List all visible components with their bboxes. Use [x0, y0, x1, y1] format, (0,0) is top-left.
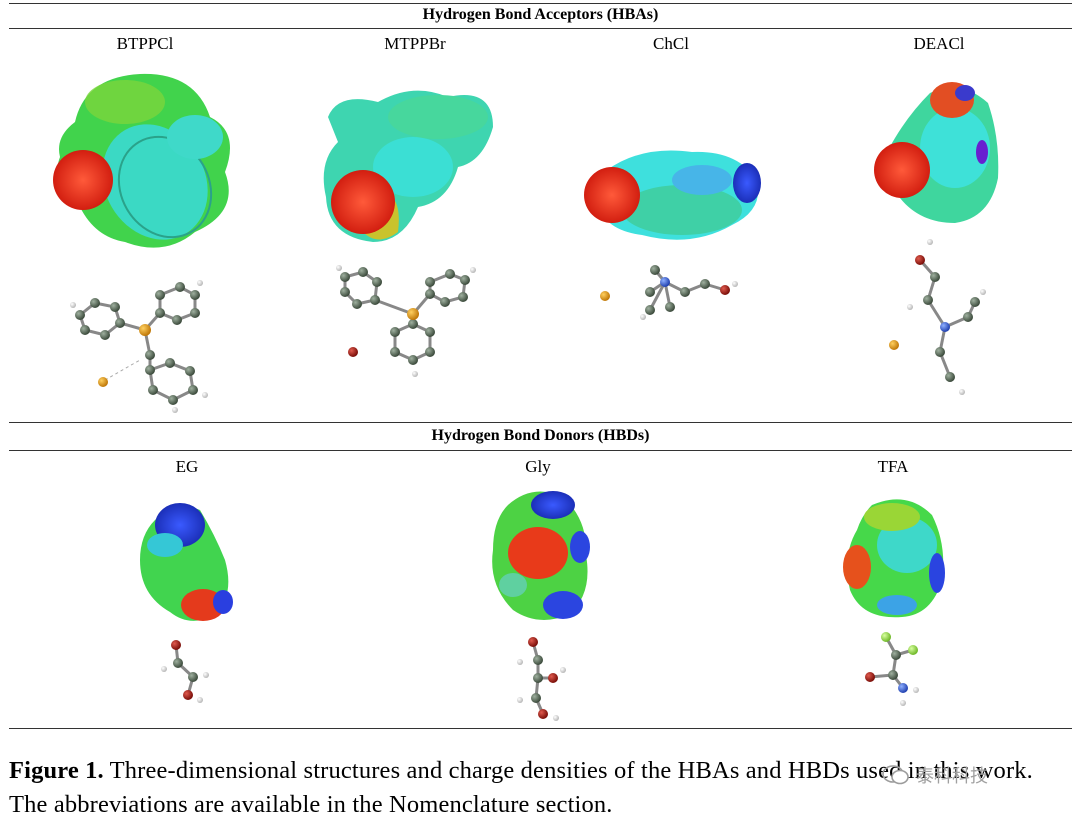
chcl-charge-density-surface — [584, 150, 761, 240]
molecule-label-deacl: DEACl — [913, 34, 965, 53]
hba-section-title: Hydrogen Bond Acceptors (HBAs) — [422, 6, 659, 23]
molecule-label-mtppbr: MTPPBr — [384, 34, 446, 53]
eg-ball-and-stick — [161, 640, 209, 703]
molecule-label-tfa: TFA — [877, 457, 909, 476]
hbd-top-rule — [9, 422, 1072, 423]
molecule-label-chcl: ChCl — [653, 34, 689, 53]
watermark-text: 泰科科技 — [916, 766, 988, 787]
watermark: 泰科科技 — [882, 762, 988, 788]
molecule-label-eg: EG — [175, 457, 199, 476]
bottom-rule — [9, 728, 1072, 729]
tfa-ball-and-stick — [865, 632, 919, 706]
btppcl-charge-density-surface — [53, 73, 230, 248]
gly-charge-density-surface — [492, 491, 590, 620]
btppcl-ball-and-stick — [70, 280, 208, 413]
wechat-icon — [882, 765, 909, 785]
gly-ball-and-stick — [517, 637, 566, 721]
figure-label: Figure 1. — [9, 757, 104, 784]
figure-caption: Figure 1. Three-dimensional structures a… — [9, 754, 1077, 822]
hbd-title-rule — [9, 450, 1072, 451]
molecule-label-gly: Gly — [525, 457, 551, 476]
mtppbr-ball-and-stick — [336, 265, 476, 377]
eg-charge-density-surface — [140, 503, 233, 621]
top-rule — [9, 3, 1072, 4]
deacl-ball-and-stick — [889, 239, 986, 395]
hbd-section-title: Hydrogen Bond Donors (HBDs) — [431, 427, 650, 444]
molecule-label-btppcl: BTPPCl — [116, 34, 174, 53]
mtppbr-charge-density-surface — [323, 90, 493, 242]
tfa-charge-density-surface — [843, 499, 945, 618]
chcl-ball-and-stick — [600, 265, 738, 320]
caption-text: Three-dimensional structures and charge … — [9, 757, 1033, 818]
deacl-charge-density-surface — [874, 82, 999, 223]
hba-title-rule — [9, 28, 1072, 29]
